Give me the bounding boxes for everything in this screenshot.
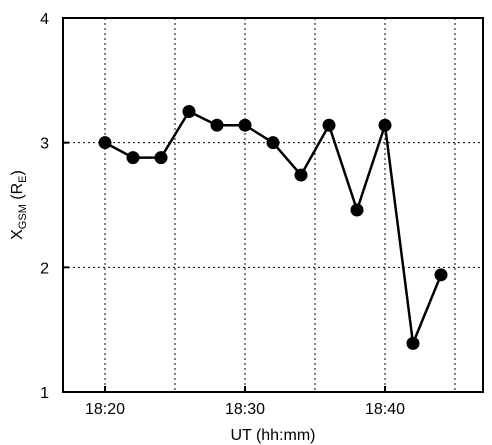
data-point [126,151,140,165]
data-point [210,118,224,132]
x-axis-title: UT (hh:mm) [230,427,315,444]
data-point [154,151,168,165]
data-point [434,268,448,282]
data-point [350,203,364,217]
x-tick-label: 18:20 [85,401,125,418]
y-axis-title-close: ) [9,170,26,175]
y-axis-title: XGSM (RE) [9,170,29,240]
y-axis-title-main: X [9,229,26,240]
x-tick-label: 18:30 [225,401,265,418]
y-axis-title-sub: GSM [17,204,29,229]
data-point [322,118,336,132]
data-point [98,136,112,150]
y-tick-label: 3 [40,136,49,153]
data-point [266,136,280,150]
y-tick-labels: 1 2 3 4 [40,11,69,402]
data-point [378,118,392,132]
series-layer [98,105,448,350]
y-tick-label: 1 [40,385,49,402]
grid-layer [63,18,483,392]
data-point [182,105,196,118]
y-tick-label: 4 [40,11,49,28]
y-axis-title-unit: (R [9,183,26,204]
y-axis-title-unit-sub: E [17,175,29,182]
data-point [238,118,252,132]
plot-frame [62,17,484,393]
x-tick-label: 18:40 [365,401,405,418]
x-tick-labels: 18:20 18:30 18:40 [85,386,405,418]
data-point [406,336,420,350]
data-point [294,168,308,182]
y-tick-label: 2 [40,260,49,277]
